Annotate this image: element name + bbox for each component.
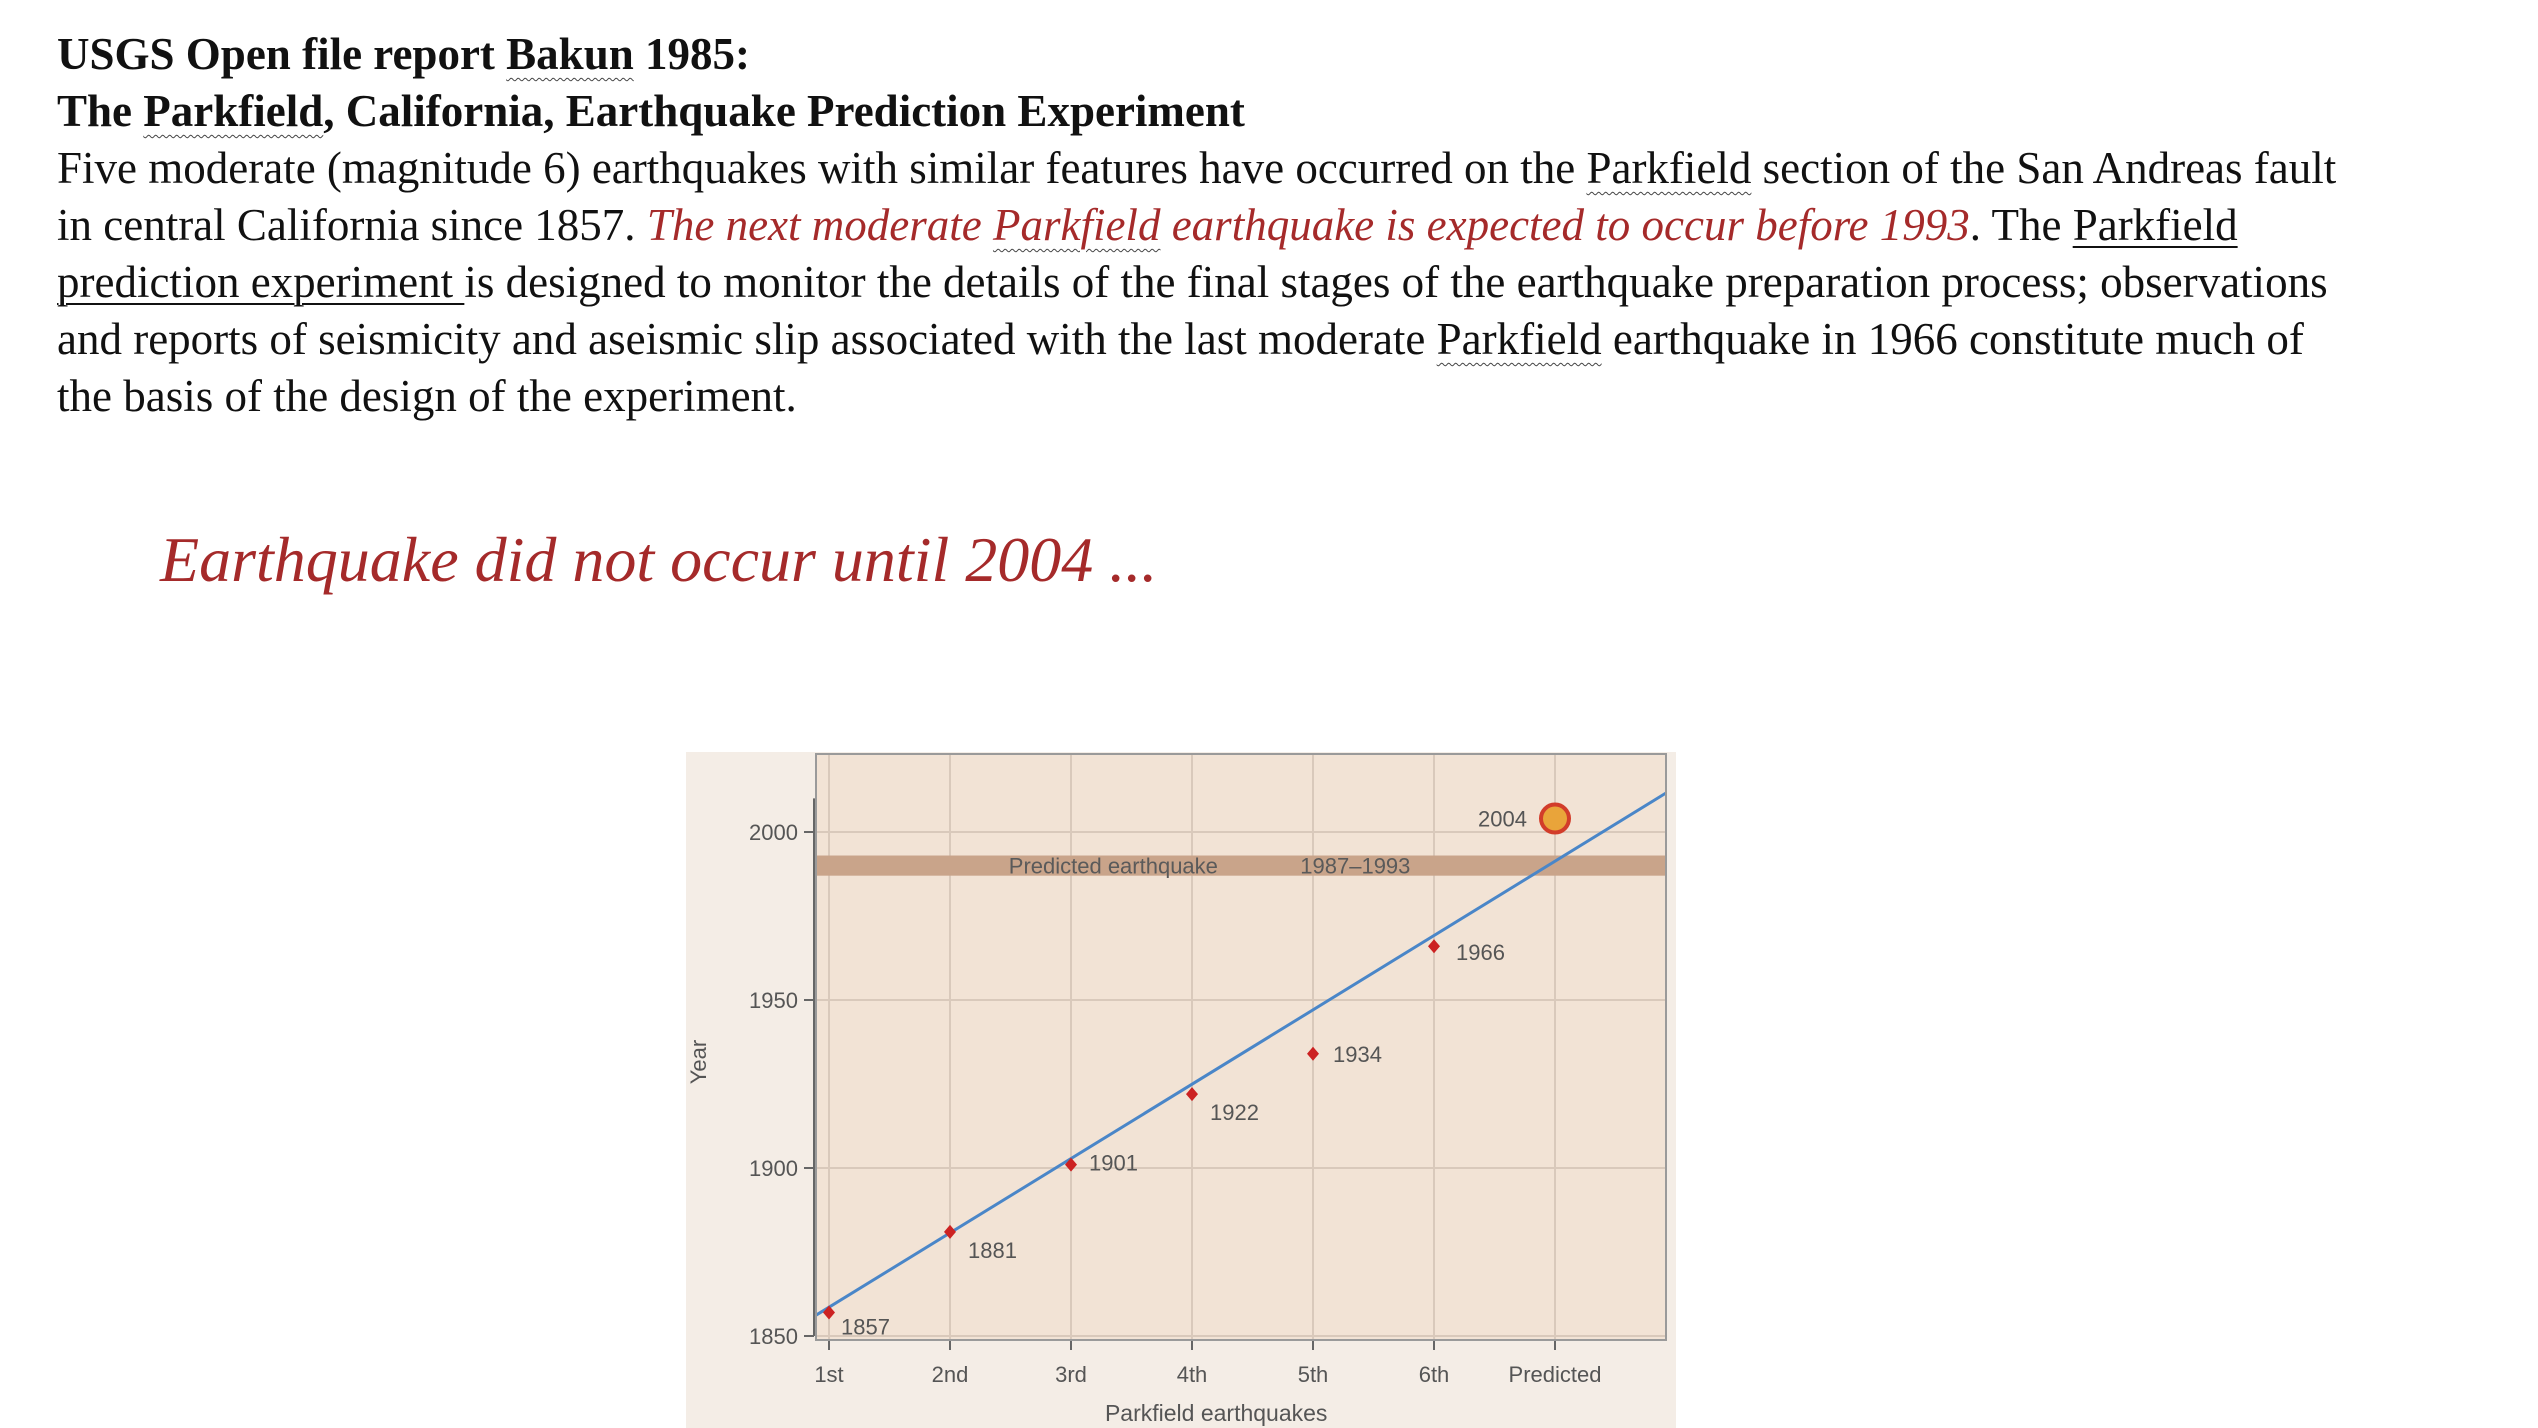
grid-lines bbox=[816, 754, 1666, 1340]
prediction-text: earthquake is expected to occur before 1… bbox=[1160, 200, 1970, 250]
text-run: in central California since 1857. bbox=[57, 200, 647, 250]
trend-line bbox=[814, 791, 1667, 1318]
paragraph-line-1: Five moderate (magnitude 6) earthquakes … bbox=[57, 140, 2497, 197]
paragraph-line-4: and reports of seismicity and aseismic s… bbox=[57, 311, 2497, 368]
actual-event-marker bbox=[1539, 802, 1571, 835]
data-point-1934 bbox=[1307, 1046, 1319, 1061]
actual-event-label: 2004 bbox=[1478, 807, 1527, 832]
x-tick-label: Predicted bbox=[1509, 1362, 1602, 1387]
text-run: Five moderate (magnitude 6) earthquakes … bbox=[57, 143, 1587, 193]
x-axis-label: Parkfield earthquakes bbox=[1105, 1400, 1327, 1426]
data-label-1857: 1857 bbox=[841, 1314, 890, 1339]
predicted-band-label: Predicted earthquake bbox=[1009, 854, 1218, 879]
x-tick-label: 3rd bbox=[1055, 1362, 1087, 1387]
text-run: Parkfield bbox=[2072, 200, 2238, 250]
prediction-text: The next moderate bbox=[646, 200, 993, 250]
text-run: section of the San Andreas fault bbox=[1751, 143, 2337, 193]
data-label-1922: 1922 bbox=[1210, 1100, 1259, 1125]
prediction-text: Parkfield bbox=[992, 200, 1161, 250]
y-tick-label: 1950 bbox=[749, 988, 798, 1013]
subtitle-rest: , California, Earthquake Prediction Expe… bbox=[323, 86, 1245, 136]
parkfield-chart: Predicted earthquake 1987–1993 185718811… bbox=[686, 752, 1676, 1428]
text-run: and reports of seismicity and aseismic s… bbox=[57, 314, 1437, 364]
y-tick-label: 2000 bbox=[749, 820, 798, 845]
data-point-1966 bbox=[1428, 939, 1440, 954]
subtitle-place: Parkfield bbox=[143, 86, 324, 136]
x-tick-label: 6th bbox=[1419, 1362, 1450, 1387]
data-point-1857 bbox=[823, 1305, 835, 1320]
text-run: is designed to monitor the details of th… bbox=[464, 257, 2328, 307]
y-axis-label: Year bbox=[686, 1040, 711, 1084]
y-tick-label: 1850 bbox=[749, 1324, 798, 1349]
text-run: earthquake in 1966 constitute much of bbox=[1601, 314, 2304, 364]
data-points: 1857 1881 1901 1922 1934 1966 bbox=[823, 939, 1505, 1339]
predicted-band-range: 1987–1993 bbox=[1300, 854, 1410, 879]
text-run: prediction experiment bbox=[57, 257, 465, 307]
abstract-paragraph: Five moderate (magnitude 6) earthquakes … bbox=[57, 140, 2497, 425]
data-point-1922 bbox=[1186, 1087, 1198, 1102]
plot-border bbox=[815, 753, 1667, 1341]
paragraph-line-5: the basis of the design of the experimen… bbox=[57, 371, 797, 421]
paragraph-line-3: prediction experiment is designed to mon… bbox=[57, 254, 2497, 311]
text-run: Parkfield bbox=[1586, 143, 1752, 193]
data-point-1881 bbox=[944, 1224, 956, 1239]
x-tick-label: 1st bbox=[814, 1362, 843, 1387]
x-tick-label: 2nd bbox=[932, 1362, 969, 1387]
data-label-1966: 1966 bbox=[1456, 940, 1505, 965]
data-point-1901 bbox=[1065, 1157, 1077, 1172]
x-tick-label: 5th bbox=[1298, 1362, 1329, 1387]
data-label-1934: 1934 bbox=[1333, 1042, 1382, 1067]
predicted-band bbox=[816, 855, 1666, 876]
plot-panel bbox=[816, 754, 1666, 1340]
data-label-1901: 1901 bbox=[1089, 1151, 1138, 1176]
report-subtitle: The Parkfield, California, Earthquake Pr… bbox=[57, 83, 1245, 139]
report-title: USGS Open file report Bakun 1985: bbox=[57, 26, 750, 82]
y-tick-label: 1900 bbox=[749, 1156, 798, 1181]
headline: Earthquake did not occur until 2004 ... bbox=[160, 524, 1158, 595]
actual-event: 2004 bbox=[1478, 802, 1571, 835]
title-author: Bakun bbox=[506, 29, 634, 79]
y-axis: 1850 1900 1950 2000 bbox=[749, 798, 815, 1349]
title-prefix: USGS Open file report bbox=[57, 29, 507, 79]
x-tick-label: 4th bbox=[1177, 1362, 1208, 1387]
subtitle-prefix: The bbox=[57, 86, 144, 136]
paragraph-line-2: in central California since 1857. The ne… bbox=[57, 197, 2497, 254]
text-run: Parkfield bbox=[1436, 314, 1602, 364]
title-year: 1985: bbox=[633, 29, 751, 79]
data-label-1881: 1881 bbox=[968, 1238, 1017, 1263]
text-run: . The bbox=[1969, 200, 2073, 250]
